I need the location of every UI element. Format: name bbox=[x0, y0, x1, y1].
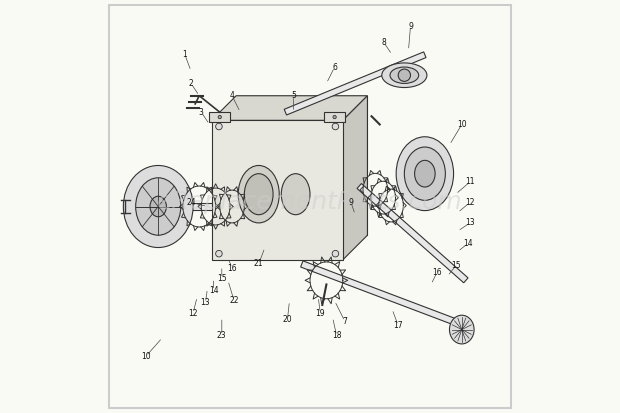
Text: 14: 14 bbox=[209, 286, 218, 295]
Text: 7: 7 bbox=[342, 317, 347, 326]
Polygon shape bbox=[357, 183, 468, 283]
Text: 16: 16 bbox=[228, 263, 237, 273]
Polygon shape bbox=[179, 203, 211, 210]
Ellipse shape bbox=[450, 315, 474, 344]
Text: 5: 5 bbox=[291, 91, 296, 100]
Polygon shape bbox=[284, 52, 426, 115]
Text: eReplacementParts.com: eReplacementParts.com bbox=[157, 190, 463, 214]
Text: 15: 15 bbox=[451, 261, 461, 271]
Ellipse shape bbox=[123, 166, 193, 247]
Ellipse shape bbox=[281, 174, 310, 215]
Text: 13: 13 bbox=[201, 299, 210, 307]
Text: 22: 22 bbox=[229, 297, 239, 305]
Ellipse shape bbox=[136, 178, 181, 235]
Ellipse shape bbox=[238, 166, 279, 223]
Ellipse shape bbox=[150, 196, 166, 217]
Text: 17: 17 bbox=[393, 321, 403, 330]
FancyBboxPatch shape bbox=[324, 112, 345, 122]
Ellipse shape bbox=[404, 147, 445, 200]
Ellipse shape bbox=[396, 137, 454, 211]
Text: 23: 23 bbox=[217, 331, 227, 340]
Text: 12: 12 bbox=[465, 198, 475, 207]
Circle shape bbox=[332, 123, 339, 130]
Polygon shape bbox=[236, 96, 368, 235]
Polygon shape bbox=[211, 120, 343, 260]
Circle shape bbox=[216, 250, 222, 257]
Text: 13: 13 bbox=[465, 218, 475, 228]
Text: 14: 14 bbox=[463, 239, 472, 248]
Polygon shape bbox=[343, 96, 368, 260]
Circle shape bbox=[218, 115, 221, 119]
Polygon shape bbox=[211, 96, 368, 120]
Text: 15: 15 bbox=[217, 274, 227, 283]
Text: 3: 3 bbox=[199, 108, 204, 116]
Text: 16: 16 bbox=[432, 268, 442, 277]
Text: 10: 10 bbox=[141, 352, 151, 361]
Text: 11: 11 bbox=[465, 178, 475, 186]
Text: 2: 2 bbox=[188, 79, 193, 88]
Ellipse shape bbox=[415, 160, 435, 187]
Circle shape bbox=[398, 69, 410, 81]
Text: 10: 10 bbox=[457, 120, 467, 129]
Text: 18: 18 bbox=[332, 331, 342, 340]
Ellipse shape bbox=[382, 63, 427, 88]
Circle shape bbox=[333, 115, 336, 119]
Text: 24: 24 bbox=[186, 198, 196, 207]
Text: 9: 9 bbox=[408, 21, 413, 31]
Text: 19: 19 bbox=[316, 309, 325, 318]
Text: 9: 9 bbox=[348, 198, 353, 207]
Text: 6: 6 bbox=[332, 62, 337, 71]
Circle shape bbox=[216, 123, 222, 130]
Circle shape bbox=[332, 250, 339, 257]
Ellipse shape bbox=[390, 67, 419, 83]
Text: 21: 21 bbox=[254, 259, 264, 268]
FancyBboxPatch shape bbox=[210, 112, 230, 122]
Text: 20: 20 bbox=[283, 315, 292, 324]
Polygon shape bbox=[301, 261, 454, 325]
Text: 8: 8 bbox=[381, 38, 386, 47]
Text: 12: 12 bbox=[188, 309, 198, 318]
Ellipse shape bbox=[244, 174, 273, 215]
Text: 4: 4 bbox=[229, 91, 234, 100]
Text: 1: 1 bbox=[182, 50, 187, 59]
